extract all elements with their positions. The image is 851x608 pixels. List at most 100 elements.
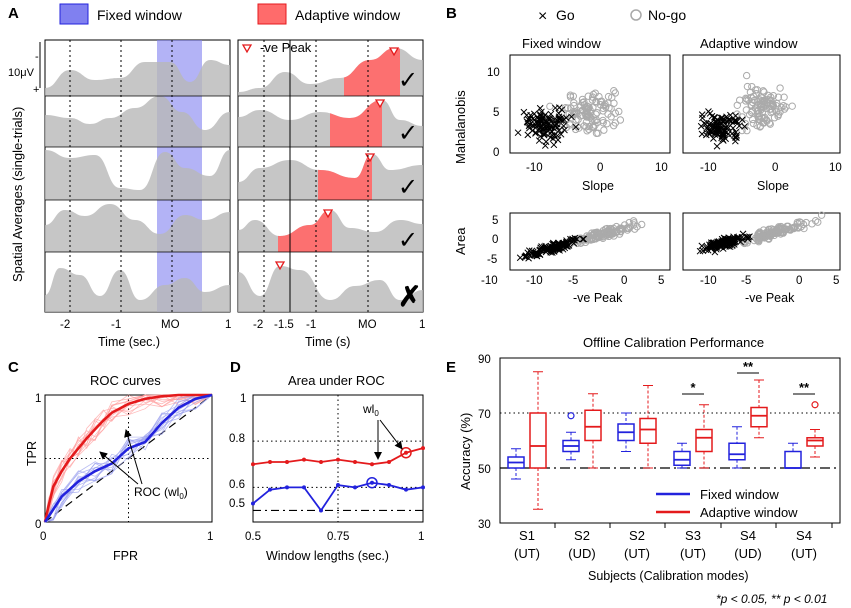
e-ytick: 30 [478,519,491,531]
go-point [725,117,733,125]
auc-point [421,446,425,451]
peak-legend-label: -ve Peak [260,40,312,55]
nogo-point [802,218,810,227]
nogo-point [637,220,646,229]
d-title: Area under ROC [288,373,385,388]
nogo-point [578,106,587,114]
nogo-point [578,95,587,104]
go-point [536,104,544,112]
nogo-point [769,102,778,110]
go-point [733,234,741,241]
go-point [528,122,536,129]
nogo-point [760,119,768,127]
b-top-ytick: 10 [487,67,500,79]
adaptive-window-fill [278,210,332,252]
box [673,450,691,466]
outcome-check-icon: ✓ [398,120,418,147]
go-point [568,113,575,121]
sig-stars: ** [743,359,754,374]
left-trial-wave [45,150,230,200]
go-point [720,115,727,123]
nogo-point [765,119,774,127]
go-point [737,238,744,246]
go-point [555,110,563,117]
a-left-tick: -2 [60,319,70,331]
e-legend-fixed-label: Fixed window [700,487,779,502]
go-point [547,110,555,118]
nogo-point [587,234,596,243]
auc-point [302,485,306,490]
b-top-xlabel-fixed: Slope [582,179,614,193]
nogo-point [775,224,783,232]
b-bottom-ytick: -10 [481,275,498,287]
d-arrow [379,419,403,450]
c-arrow [124,429,143,485]
a-right-tick: -1 [306,319,316,331]
box [750,406,768,428]
b-bottom-ylabel: Area [453,227,468,255]
auc-point [319,459,323,464]
nogo-point [779,224,787,232]
go-point [530,110,538,118]
roc-mean-curve [43,393,213,523]
left-trial-wave [45,60,230,96]
b-top-xtick: -10 [526,162,543,174]
e-category-label: S2 [574,528,590,543]
nogo-point [610,99,618,107]
nogo-point [585,122,594,131]
nogo-point [616,227,625,235]
nogo-point [570,109,579,117]
go-point [738,116,746,124]
roc-trial-curve [44,394,213,523]
panel-d: D Area under ROC 1 0.8 0.6 0.5 0.5 0.75 … [229,359,425,563]
go-point [704,125,712,133]
legend-fixed-label: Fixed window [97,7,183,23]
nogo-point [747,108,756,117]
panel-b-label: B [446,5,457,22]
b-bottom-xtick: 0 [796,275,802,287]
nogo-point [604,92,613,101]
nogo-point [774,112,782,120]
box [806,437,824,447]
nogo-point [755,109,763,118]
panel-c-label: C [8,359,19,376]
nogo-point [607,228,616,237]
b-bottom-xtick: -10 [700,275,717,287]
e-mode-label: (UT) [791,546,817,561]
nogo-point [758,94,766,102]
a-left-tick: -1 [111,319,121,331]
go-point [514,129,522,137]
nogo-point [597,232,606,241]
c-ytick: 0 [35,519,41,531]
wl0-marker-blue [366,476,378,489]
nogo-point [611,109,620,117]
box [728,442,746,461]
b-title-adaptive: Adaptive window [700,36,798,51]
nogo-point [738,126,746,135]
nogo-point [603,224,611,233]
go-point [735,234,743,241]
a-right-tick: -2 [253,319,263,331]
panel-c: C ROC curves 1 0 0 1 TPR FPR ROC (wl0) [8,359,213,563]
e-title: Offline Calibration Performance [583,335,764,350]
go-point [713,142,721,150]
go-point [706,110,714,117]
auc-point [268,459,272,464]
nogo-point [735,96,744,104]
b-bottom-xlabel-fixed: -ve Peak [573,291,623,305]
nogo-point [583,127,591,135]
nogo-point [753,86,761,94]
auc-point [353,485,357,490]
e-legend-adaptive-label: Adaptive window [700,505,798,520]
go-point [526,252,534,259]
e-mode-label: (UT) [680,546,706,561]
go-point [571,236,578,244]
e-xlabel: Subjects (Calibration modes) [588,569,749,583]
go-point [516,254,524,262]
d-ytick: 1 [240,393,246,405]
auc-point [251,462,255,467]
go-point [524,131,532,139]
legend-nogo-label: No-go [648,7,686,23]
go-point [699,247,707,255]
nogo-point [562,123,571,132]
